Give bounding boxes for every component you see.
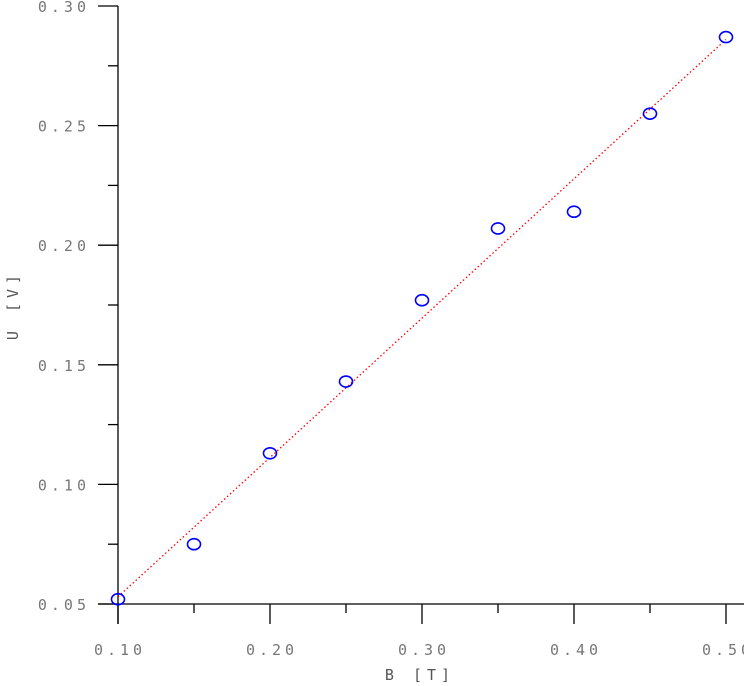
data-point <box>338 375 354 388</box>
y-tick-label: 0.30 <box>38 0 90 16</box>
data-point <box>642 107 658 120</box>
y-tick-label: 0.10 <box>38 476 90 494</box>
x-tick-label: 0.30 <box>398 641 450 659</box>
x-tick-label: 0.10 <box>94 641 146 659</box>
y-tick-label: 0.05 <box>38 596 90 614</box>
data-point <box>110 592 126 606</box>
data-point <box>414 293 430 307</box>
data-point <box>718 30 734 44</box>
y-tick-label: 0.25 <box>38 118 90 136</box>
data-point <box>186 537 202 551</box>
data-point <box>490 222 506 235</box>
axes <box>98 5 744 624</box>
x-tick-label: 0.50 <box>702 641 744 659</box>
data-point <box>566 205 582 219</box>
y-axis-label: U [V] <box>4 270 22 340</box>
x-axis-label: B [T] <box>385 666 455 684</box>
tick-labels: 0.10 0.20 0.30 0.40 0.50 0.05 0.10 0.15 0.20 0.25… <box>38 0 744 659</box>
x-tick-label: 0.40 <box>550 641 602 659</box>
data-points <box>110 30 734 606</box>
fit-line <box>117 39 727 598</box>
data-point <box>262 447 278 460</box>
y-tick-label: 0.20 <box>38 237 90 255</box>
x-tick-label: 0.20 <box>246 641 298 659</box>
y-tick-label: 0.15 <box>38 357 90 375</box>
